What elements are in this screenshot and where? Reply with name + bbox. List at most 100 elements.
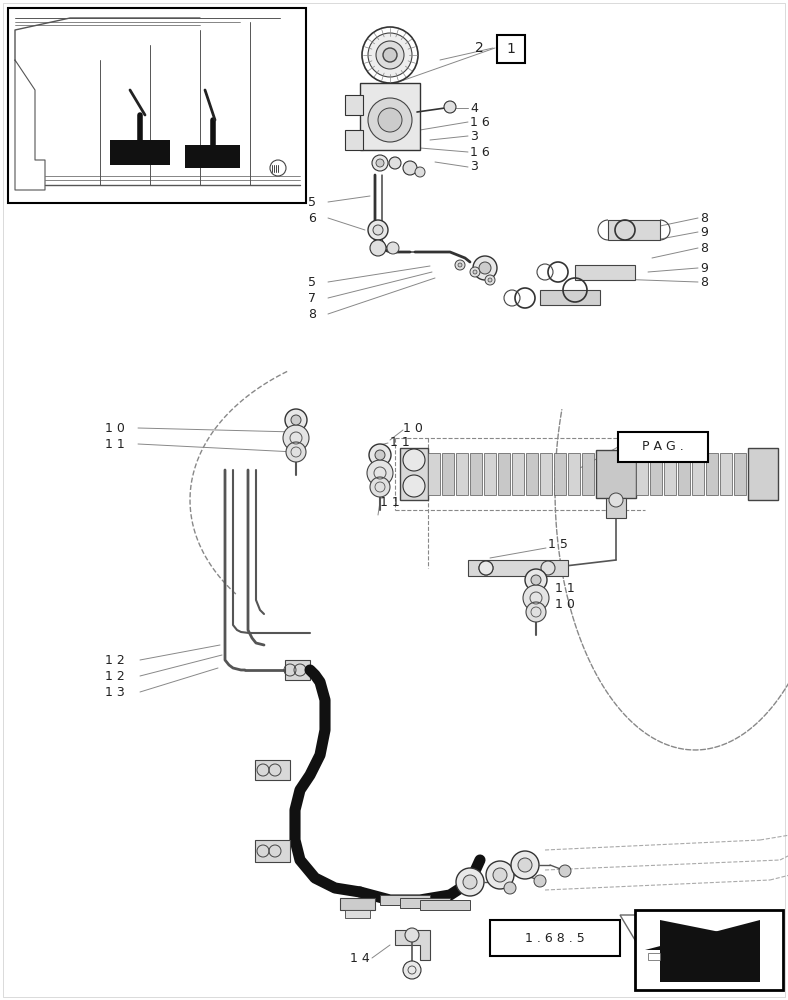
Circle shape — [479, 561, 493, 575]
Text: 8: 8 — [700, 212, 708, 225]
Polygon shape — [400, 898, 450, 908]
Text: 9: 9 — [700, 261, 708, 274]
Text: 3: 3 — [470, 160, 478, 174]
Polygon shape — [380, 895, 430, 905]
Polygon shape — [484, 453, 496, 495]
Circle shape — [368, 220, 388, 240]
Circle shape — [456, 868, 484, 896]
Polygon shape — [285, 660, 310, 680]
Circle shape — [403, 475, 425, 497]
Circle shape — [286, 442, 306, 462]
Polygon shape — [470, 453, 482, 495]
Circle shape — [511, 851, 539, 879]
Circle shape — [362, 27, 418, 83]
Polygon shape — [512, 453, 524, 495]
Polygon shape — [540, 290, 600, 305]
Circle shape — [470, 267, 480, 277]
Text: 1 1: 1 1 — [390, 436, 410, 450]
Polygon shape — [345, 130, 363, 150]
Polygon shape — [568, 453, 580, 495]
Polygon shape — [748, 448, 778, 500]
Circle shape — [473, 270, 477, 274]
Circle shape — [485, 275, 495, 285]
Polygon shape — [345, 910, 370, 918]
Circle shape — [473, 256, 497, 280]
Text: P A G .: P A G . — [642, 440, 684, 454]
Circle shape — [376, 41, 404, 69]
Circle shape — [455, 260, 465, 270]
Circle shape — [531, 575, 541, 585]
Circle shape — [367, 460, 393, 486]
Text: 2: 2 — [475, 41, 484, 55]
Polygon shape — [400, 448, 428, 500]
Polygon shape — [608, 220, 660, 240]
Text: 1 5: 1 5 — [548, 538, 568, 552]
Polygon shape — [340, 898, 375, 910]
Bar — [618, 432, 708, 462]
Circle shape — [375, 450, 385, 460]
Text: 1 2: 1 2 — [105, 654, 125, 666]
Polygon shape — [734, 453, 746, 495]
Circle shape — [458, 263, 462, 267]
Circle shape — [504, 882, 516, 894]
Circle shape — [383, 48, 397, 62]
Polygon shape — [692, 453, 704, 495]
Text: 8: 8 — [700, 241, 708, 254]
Text: 1 . 6 8 . 5: 1 . 6 8 . 5 — [525, 932, 585, 944]
Polygon shape — [596, 450, 636, 498]
Polygon shape — [185, 145, 240, 168]
Circle shape — [444, 101, 456, 113]
Text: 1 0: 1 0 — [105, 422, 125, 434]
Text: 1 4: 1 4 — [350, 952, 370, 964]
Polygon shape — [575, 265, 635, 280]
Circle shape — [405, 928, 419, 942]
Text: 1 6: 1 6 — [470, 115, 490, 128]
Circle shape — [285, 409, 307, 431]
Polygon shape — [645, 920, 760, 982]
Polygon shape — [650, 453, 662, 495]
Circle shape — [559, 865, 571, 877]
Polygon shape — [706, 453, 718, 495]
Circle shape — [378, 108, 402, 132]
Text: 5: 5 — [308, 196, 316, 209]
Polygon shape — [540, 453, 552, 495]
Polygon shape — [345, 95, 363, 115]
Text: 5: 5 — [308, 275, 316, 288]
Polygon shape — [606, 498, 626, 518]
Circle shape — [486, 861, 514, 889]
Text: 6: 6 — [308, 212, 316, 225]
Bar — [490, 920, 620, 956]
Bar — [635, 910, 783, 990]
Circle shape — [415, 167, 425, 177]
Circle shape — [376, 159, 384, 167]
Circle shape — [283, 425, 309, 451]
Text: 7: 7 — [308, 292, 316, 304]
Circle shape — [518, 858, 532, 872]
Circle shape — [609, 493, 623, 507]
Bar — [497, 35, 525, 63]
Circle shape — [403, 161, 417, 175]
Polygon shape — [554, 453, 566, 495]
Circle shape — [523, 585, 549, 611]
Circle shape — [387, 242, 399, 254]
Circle shape — [479, 262, 491, 274]
Circle shape — [372, 155, 388, 171]
Text: 1: 1 — [507, 42, 515, 56]
Text: 1 6: 1 6 — [470, 145, 490, 158]
Text: 8: 8 — [308, 308, 316, 320]
Text: 9: 9 — [700, 226, 708, 238]
Circle shape — [526, 602, 546, 622]
Polygon shape — [498, 453, 510, 495]
Text: 3: 3 — [470, 129, 478, 142]
Text: 4: 4 — [470, 102, 478, 114]
Text: 8: 8 — [700, 275, 708, 288]
Text: 1 2: 1 2 — [105, 670, 125, 682]
Polygon shape — [468, 560, 568, 576]
Bar — [8, 8, 306, 203]
Circle shape — [373, 225, 383, 235]
Circle shape — [403, 961, 421, 979]
Circle shape — [541, 561, 555, 575]
Circle shape — [389, 157, 401, 169]
Polygon shape — [636, 453, 648, 495]
Polygon shape — [255, 840, 290, 862]
